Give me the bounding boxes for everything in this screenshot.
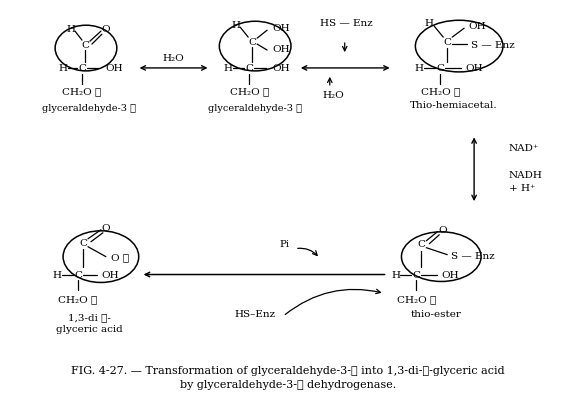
Text: OH: OH — [272, 64, 290, 73]
Text: glyceraldehyde-3 Ⓙ: glyceraldehyde-3 Ⓙ — [208, 104, 302, 113]
Text: C: C — [79, 239, 87, 247]
Text: S — Enz: S — Enz — [451, 252, 495, 261]
Text: H₂O: H₂O — [323, 91, 344, 100]
Text: FIG. 4-27. — Transformation of glyceraldehyde-3-ⓟ into 1,3-di-ⓟ-glyceric acid: FIG. 4-27. — Transformation of glycerald… — [71, 365, 505, 375]
Text: CH₂O Ⓙ: CH₂O Ⓙ — [58, 294, 98, 303]
Text: H: H — [67, 25, 75, 34]
Text: C: C — [412, 270, 420, 279]
Text: CH₂O Ⓙ: CH₂O Ⓙ — [397, 294, 436, 303]
Text: O Ⓙ: O Ⓙ — [111, 252, 129, 261]
Text: C: C — [443, 38, 451, 47]
Text: C: C — [245, 64, 253, 73]
Text: Pi: Pi — [280, 240, 290, 249]
Text: Thio-hemiacetal.: Thio-hemiacetal. — [410, 101, 497, 110]
Text: H: H — [52, 270, 62, 279]
Text: OH: OH — [465, 64, 483, 73]
Text: glyceraldehyde-3 Ⓙ: glyceraldehyde-3 Ⓙ — [42, 104, 136, 113]
Text: H₂O: H₂O — [162, 53, 184, 62]
Text: NADH: NADH — [509, 170, 543, 179]
Text: 1,3-di Ⓙ-: 1,3-di Ⓙ- — [67, 312, 111, 321]
Text: CH₂O Ⓙ: CH₂O Ⓙ — [62, 87, 101, 96]
Text: OH: OH — [272, 24, 290, 33]
Text: H: H — [415, 64, 424, 73]
Text: CH₂O Ⓙ: CH₂O Ⓙ — [420, 87, 460, 96]
Text: C: C — [436, 64, 444, 73]
Text: C: C — [418, 240, 425, 249]
Text: S — Enz: S — Enz — [471, 40, 515, 49]
Text: H: H — [391, 270, 400, 279]
Text: + H⁺: + H⁺ — [509, 183, 536, 192]
Text: OH: OH — [105, 64, 123, 73]
Text: H: H — [232, 21, 241, 30]
Text: H: H — [59, 64, 67, 73]
Text: OH: OH — [272, 45, 290, 54]
Text: OH: OH — [468, 22, 486, 31]
Text: HS–Enz: HS–Enz — [234, 309, 276, 318]
Text: O: O — [101, 25, 110, 34]
Text: H: H — [224, 64, 233, 73]
Text: O: O — [101, 224, 110, 233]
Text: CH₂O Ⓙ: CH₂O Ⓙ — [230, 87, 269, 96]
Text: OH: OH — [101, 270, 119, 279]
Text: C: C — [74, 270, 82, 279]
Text: O: O — [438, 226, 446, 235]
Text: NAD⁺: NAD⁺ — [509, 144, 539, 153]
Text: OH: OH — [441, 270, 459, 279]
Text: H: H — [425, 19, 434, 28]
Text: C: C — [81, 40, 89, 49]
Text: C: C — [248, 38, 256, 47]
Text: C: C — [78, 64, 86, 73]
Text: HS — Enz: HS — Enz — [320, 19, 373, 28]
Text: glyceric acid: glyceric acid — [56, 324, 122, 333]
Text: by glyceraldehyde-3-ⓟ dehydrogenase.: by glyceraldehyde-3-ⓟ dehydrogenase. — [180, 379, 396, 389]
Text: thio-ester: thio-ester — [411, 309, 462, 318]
